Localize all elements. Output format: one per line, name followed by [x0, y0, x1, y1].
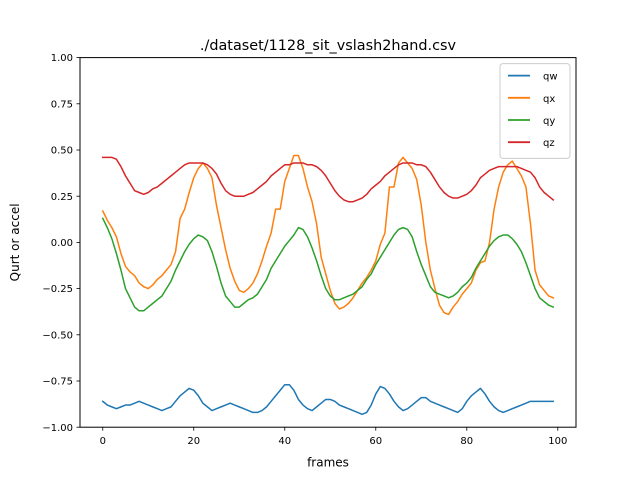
legend-label-qz: qz — [543, 138, 555, 149]
x-tick-label: 40 — [278, 436, 291, 447]
legend: qw qx qy qz — [499, 63, 571, 159]
y-tick-label: 0.50 — [51, 146, 73, 157]
legend-box — [499, 63, 571, 159]
x-tick-label: 0 — [100, 436, 106, 447]
x-tick-label: 80 — [460, 436, 473, 447]
series-line-qw — [101, 383, 554, 416]
y-axis: −1.00 −0.75 −0.50 −0.25 0.00 0.25 0.50 0.75 1.00 — [42, 53, 80, 434]
series-line-qx — [101, 154, 555, 316]
x-tick-label: 100 — [548, 436, 567, 447]
x-tick-label: 60 — [369, 436, 382, 447]
y-tick-label: −1.00 — [42, 423, 73, 434]
y-tick-label: −0.75 — [42, 377, 73, 388]
y-tick-label: −0.25 — [42, 284, 73, 295]
legend-label-qx: qx — [543, 94, 555, 105]
y-tick-label: −0.50 — [42, 330, 73, 341]
y-tick-label: 1.00 — [51, 53, 73, 64]
series-line-qy — [101, 217, 555, 312]
y-tick-label: 0.25 — [51, 192, 73, 203]
series-layer — [101, 154, 555, 416]
x-axis-label: frames — [307, 456, 349, 470]
y-axis-label: Qurt or accel — [8, 203, 22, 281]
y-tick-label: 0.75 — [51, 99, 73, 110]
x-tick-label: 20 — [187, 436, 200, 447]
legend-label-qw: qw — [543, 72, 558, 83]
series-line-qz — [102, 156, 555, 203]
legend-label-qy: qy — [543, 116, 555, 127]
y-tick-label: 0.00 — [51, 238, 73, 249]
chart-title: ./dataset/1128_sit_vslash2hand.csv — [200, 38, 457, 54]
x-axis: 0 20 40 60 80 100 — [100, 427, 567, 447]
